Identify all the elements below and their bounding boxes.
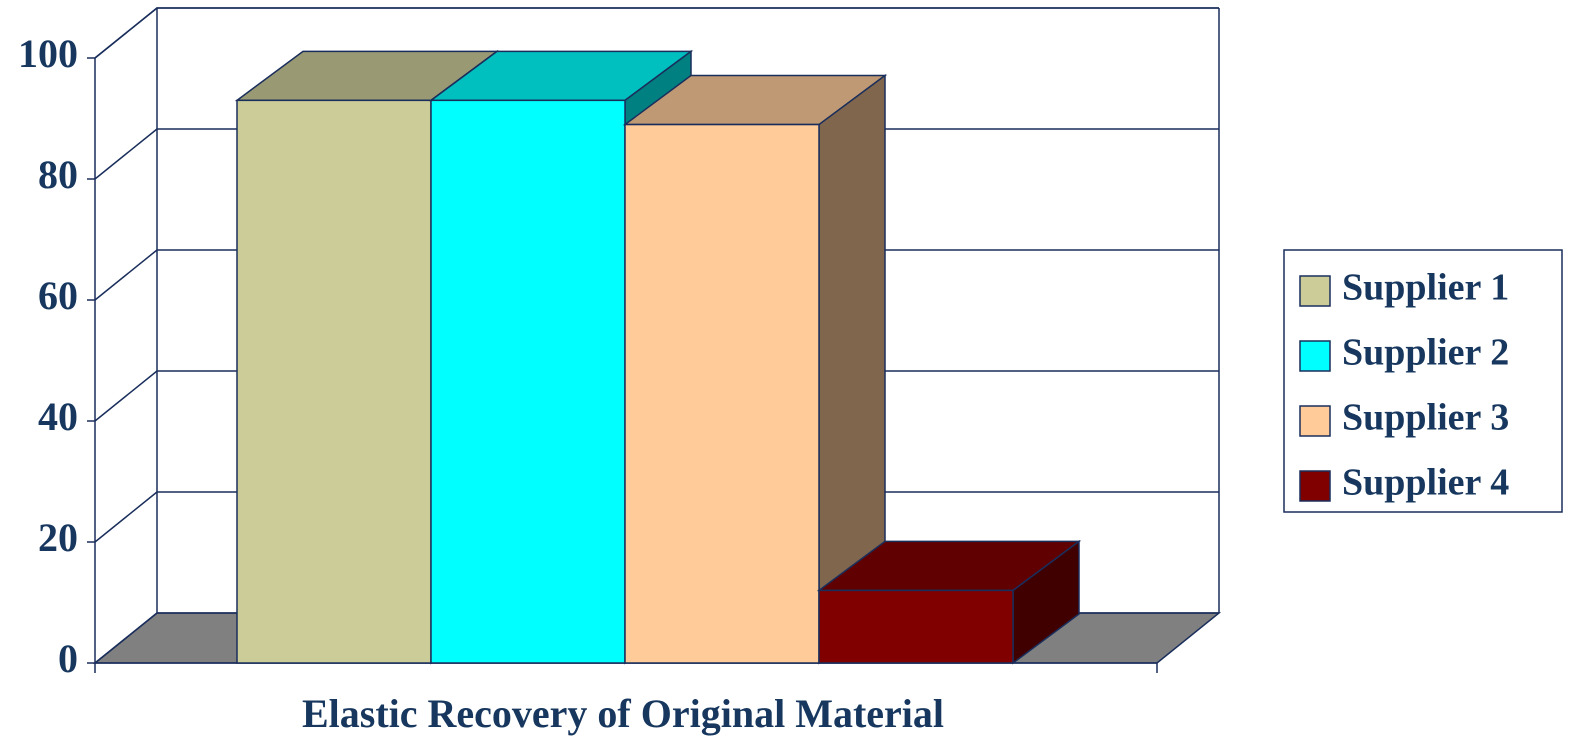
y-tick-label: 60 bbox=[38, 273, 78, 318]
bar bbox=[624, 123, 820, 664]
legend-swatch bbox=[1299, 405, 1331, 437]
legend-label: Supplier 4 bbox=[1342, 462, 1509, 504]
y-tick-label: 40 bbox=[38, 394, 78, 439]
legend-swatch bbox=[1299, 340, 1331, 372]
y-tick-label: 20 bbox=[38, 515, 78, 560]
legend-label: Supplier 2 bbox=[1342, 332, 1509, 374]
x-category-label: Elastic Recovery of Original Material bbox=[302, 691, 944, 736]
grid-line bbox=[94, 128, 158, 180]
bar bbox=[236, 99, 432, 664]
grid-line bbox=[94, 370, 158, 422]
legend-swatch bbox=[1299, 470, 1331, 502]
y-tick-label: 0 bbox=[58, 636, 78, 681]
grid-line bbox=[94, 249, 158, 301]
y-tick-label: 100 bbox=[18, 31, 78, 76]
legend-label: Supplier 3 bbox=[1342, 397, 1509, 439]
y-tick-label: 80 bbox=[38, 152, 78, 197]
legend-label: Supplier 1 bbox=[1342, 267, 1509, 309]
grid-line bbox=[94, 612, 158, 664]
grid-line bbox=[94, 491, 158, 543]
bar bbox=[818, 589, 1014, 664]
grid-line bbox=[94, 7, 158, 59]
legend-swatch bbox=[1299, 275, 1331, 307]
bar bbox=[430, 99, 626, 664]
